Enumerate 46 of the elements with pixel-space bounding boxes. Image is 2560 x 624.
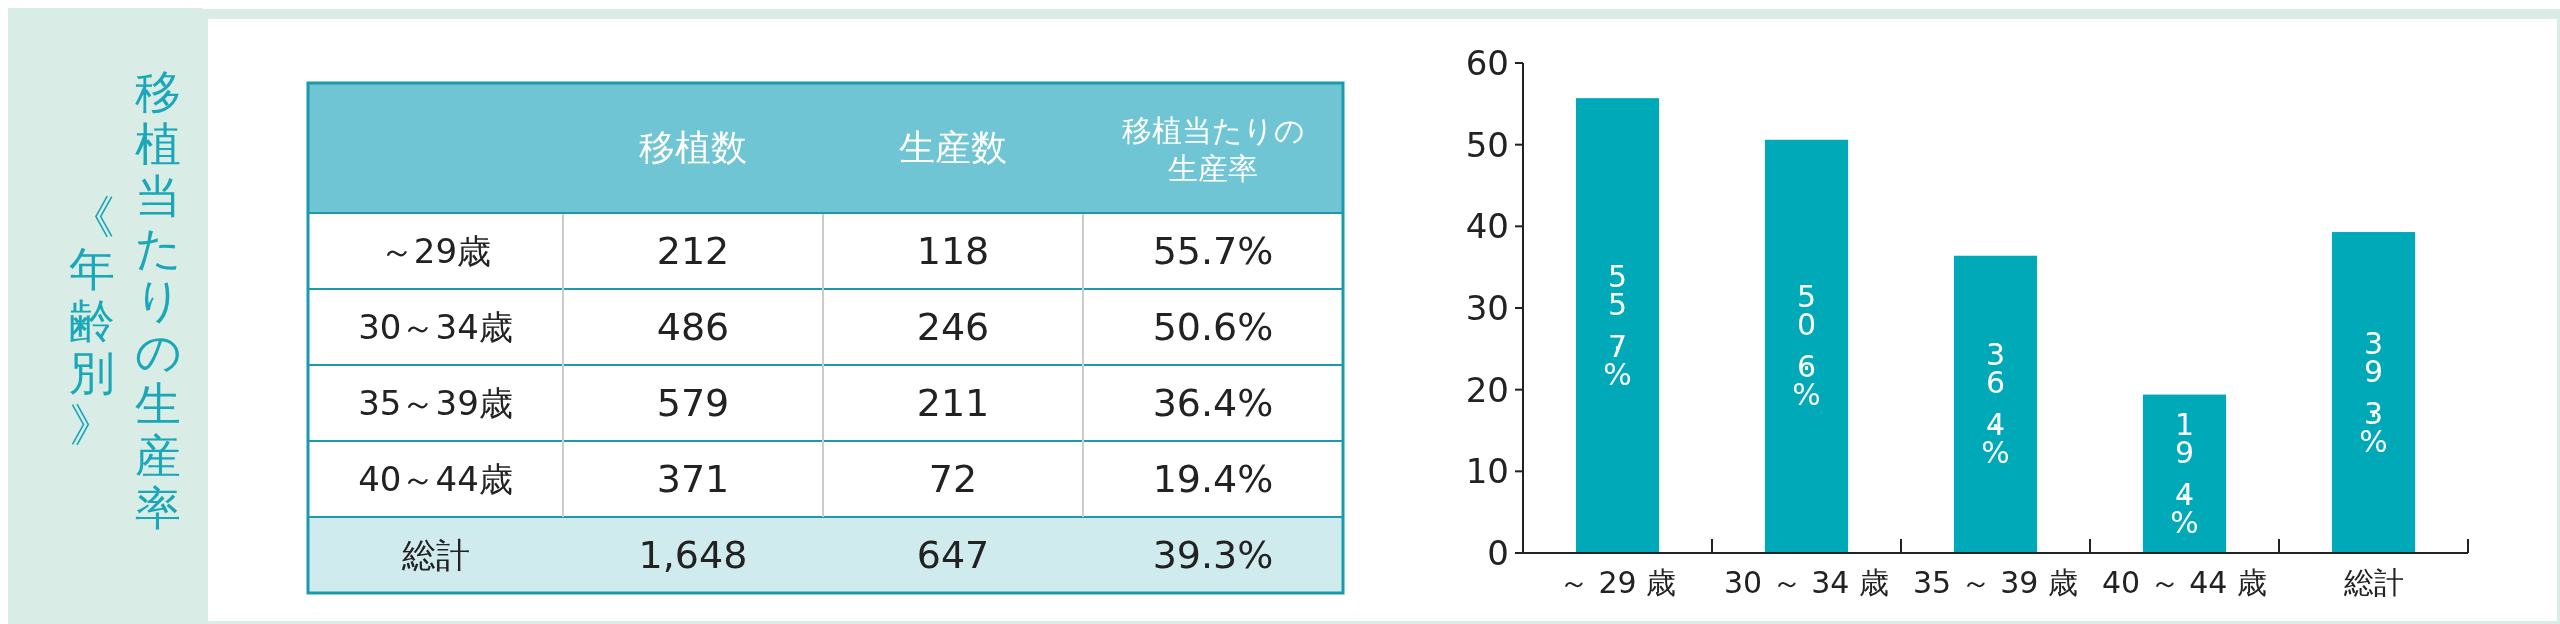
y-tick-label: 50 — [1465, 124, 1509, 165]
bar — [2142, 394, 2227, 553]
x-tick-label: ～ 29 歳 — [1558, 565, 1677, 600]
text: 72 — [928, 457, 978, 501]
category-label: ～29歳 — [379, 231, 492, 271]
data-label: 19.4% — [2170, 406, 2199, 540]
text: 118 — [916, 229, 990, 273]
text: 579 — [656, 381, 730, 425]
x-tick-label: 30 ～ 34 歳 — [1724, 565, 1889, 600]
bar — [1764, 139, 1849, 553]
y-tick-label: 40 — [1465, 206, 1509, 247]
data-label: 36.4% — [1981, 337, 2010, 471]
y-tick-label: 20 — [1465, 369, 1509, 410]
text: 246 — [916, 305, 990, 349]
text: 39.3% — [1152, 533, 1274, 577]
bar — [1953, 255, 2038, 553]
y-tick-label: 10 — [1465, 451, 1509, 492]
text: 647 — [916, 533, 990, 577]
text: 19.4% — [1152, 457, 1274, 501]
x-tick-label: 総計 — [2342, 565, 2404, 600]
category-label: 生産数 — [899, 127, 1007, 168]
chart-title: 移植当たりの生産率 — [134, 65, 182, 535]
y-tick-label: 0 — [1487, 533, 1509, 573]
text: 50.6% — [1152, 305, 1274, 349]
x-tick-label: 40 ～ 44 歳 — [2102, 565, 2267, 600]
text: 36.4% — [1152, 381, 1274, 425]
text: 1,648 — [638, 533, 748, 577]
y-tick-label: 60 — [1465, 43, 1509, 83]
text: 486 — [656, 305, 730, 349]
category-label: 35～39歳 — [358, 383, 513, 423]
x-tick-label: 35 ～ 39 歳 — [1913, 565, 2078, 600]
text: 55.7% — [1152, 229, 1274, 273]
category-label: 40～44歳 — [358, 459, 513, 499]
bar — [1575, 98, 1660, 553]
category-label: 移植数 — [639, 127, 747, 168]
y-tick-label: 30 — [1465, 288, 1509, 328]
text: 211 — [916, 381, 990, 425]
text: 《年齢別》 — [69, 190, 115, 452]
text: 212 — [656, 229, 730, 273]
text: 371 — [656, 457, 730, 501]
category-label: 30～34歳 — [358, 307, 513, 347]
bar — [2331, 232, 2416, 553]
text: 移植当たりの生産率 — [1121, 113, 1305, 186]
data-label: 39.3% — [2359, 325, 2388, 459]
data-label: 50.6% — [1792, 279, 1821, 413]
category-label: 総計 — [401, 535, 470, 575]
